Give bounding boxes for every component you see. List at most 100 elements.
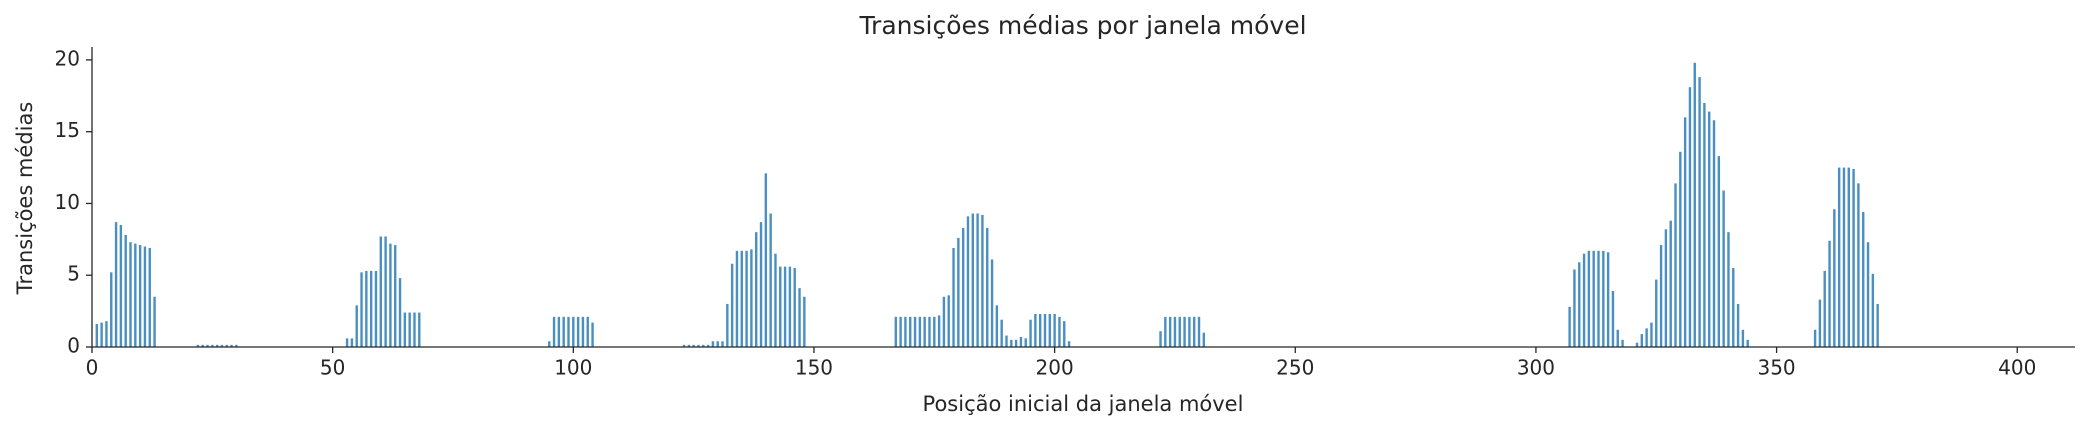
bar	[947, 295, 950, 347]
bar	[360, 272, 363, 347]
bar	[138, 245, 142, 347]
bar	[726, 303, 729, 347]
x-tick-label: 350	[1757, 356, 1795, 380]
bar	[976, 213, 979, 347]
bar	[1727, 232, 1730, 347]
bar	[769, 213, 772, 347]
bar	[909, 316, 912, 347]
bar	[1192, 316, 1196, 347]
bar	[730, 263, 734, 347]
bar	[143, 246, 147, 347]
bar	[1650, 322, 1653, 347]
bar	[389, 243, 392, 347]
bar	[1043, 313, 1047, 347]
bar	[990, 259, 994, 347]
bar	[755, 232, 758, 347]
bar	[1159, 331, 1162, 347]
bar	[235, 344, 238, 347]
bar	[365, 270, 368, 347]
bar	[562, 316, 565, 347]
bar	[1664, 229, 1668, 347]
bar	[1202, 332, 1206, 347]
bar	[735, 250, 739, 347]
bar	[114, 222, 118, 347]
bar	[552, 316, 556, 347]
bar	[1635, 342, 1639, 347]
bar	[692, 344, 695, 347]
bar	[225, 344, 228, 347]
bar	[1606, 252, 1610, 347]
bar	[394, 245, 397, 347]
bar	[759, 222, 763, 347]
bar	[1038, 313, 1042, 347]
bar	[904, 316, 907, 347]
bar	[1621, 339, 1624, 347]
bar	[124, 235, 127, 347]
bar	[418, 312, 421, 347]
bar	[1828, 240, 1831, 347]
x-tick-label: 0	[86, 356, 99, 380]
y-axis-label: Transições médias	[13, 102, 37, 296]
bar	[1024, 338, 1027, 347]
bar	[1837, 167, 1841, 347]
bar	[1168, 316, 1172, 347]
bar	[1568, 306, 1571, 347]
bar	[1183, 316, 1186, 347]
bar	[1717, 156, 1721, 347]
bar	[1000, 319, 1003, 347]
bar	[1048, 313, 1052, 347]
bar	[702, 344, 705, 347]
y-tick-label: 0	[67, 334, 80, 358]
bar	[716, 341, 719, 347]
bar	[1722, 190, 1725, 347]
bar	[961, 227, 965, 347]
bar	[942, 296, 946, 347]
bar	[1616, 329, 1619, 347]
bar	[230, 344, 233, 347]
bar	[220, 344, 224, 347]
bar	[995, 305, 999, 347]
bar	[1862, 212, 1865, 347]
bar	[403, 312, 407, 347]
bar	[1813, 329, 1817, 347]
bar	[413, 312, 416, 347]
bar	[1823, 270, 1826, 347]
bar	[1640, 334, 1644, 347]
bar	[1655, 279, 1658, 347]
bar	[576, 316, 580, 347]
bar	[1578, 262, 1581, 347]
bar	[1164, 316, 1167, 347]
bar	[952, 247, 955, 347]
bar	[1871, 273, 1875, 347]
x-axis-label: Posição inicial da janela móvel	[923, 392, 1244, 416]
bar	[1029, 319, 1032, 347]
x-tick-label: 150	[795, 356, 833, 380]
bar	[1573, 269, 1576, 347]
bar	[1833, 209, 1836, 347]
bar	[1683, 117, 1687, 347]
bar	[1746, 339, 1749, 347]
y-tick-label: 10	[55, 190, 80, 214]
bar	[1067, 341, 1071, 347]
bar	[1669, 220, 1672, 347]
bar	[379, 236, 382, 347]
bar	[105, 321, 108, 347]
bar	[957, 237, 960, 347]
bar	[1659, 245, 1663, 347]
bar	[119, 224, 123, 347]
bar	[1582, 253, 1586, 347]
bar	[211, 344, 214, 347]
bar	[1602, 250, 1605, 347]
bar	[1876, 303, 1879, 347]
bar	[100, 322, 103, 347]
bar	[369, 270, 373, 347]
bar	[1741, 329, 1745, 347]
bar	[345, 338, 349, 347]
bar	[894, 316, 897, 347]
bar	[1063, 321, 1066, 347]
bar	[740, 250, 743, 347]
bar	[750, 249, 753, 347]
x-tick-label: 300	[1517, 356, 1555, 380]
bar	[745, 250, 748, 347]
